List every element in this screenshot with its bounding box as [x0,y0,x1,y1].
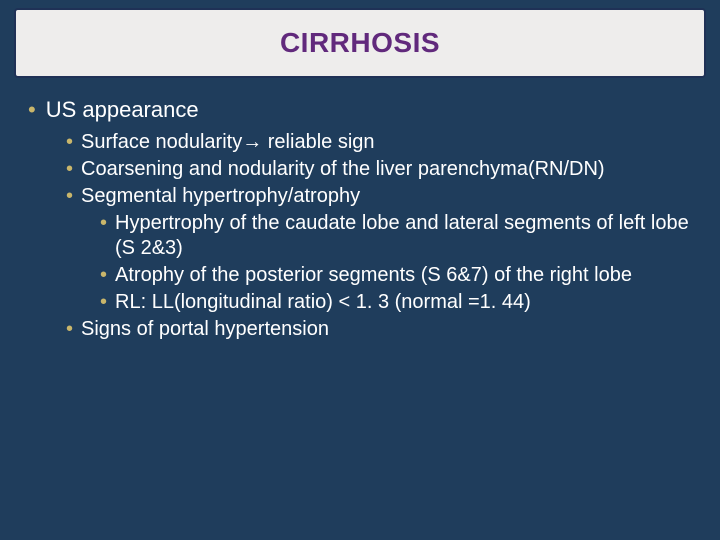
bullet-level3: • Hypertrophy of the caudate lobe and la… [100,211,692,261]
bullet-text: Coarsening and nodularity of the liver p… [81,157,605,182]
bullet-text: Surface nodularity→ reliable sign [81,130,375,155]
bullet-level2: • Surface nodularity→ reliable sign [66,130,692,155]
bullet-marker-icon: • [66,130,73,155]
bullet-level2: • Coarsening and nodularity of the liver… [66,157,692,182]
bullet-level2: • Signs of portal hypertension [66,317,692,342]
slide: CIRRHOSIS • US appearance • Surface nodu… [0,0,720,540]
bullet-level2: • Segmental hypertrophy/atrophy [66,184,692,209]
bullet-text: US appearance [46,96,199,124]
bullet-marker-icon: • [100,290,107,315]
bullet-text: Segmental hypertrophy/atrophy [81,184,360,209]
content-body: • US appearance • Surface nodularity→ re… [28,96,692,344]
bullet-marker-icon: • [100,211,107,261]
title-box: CIRRHOSIS [14,8,706,78]
bullet-text: Hypertrophy of the caudate lobe and late… [115,211,692,261]
bullet-marker-icon: • [28,96,36,124]
bullet-text: Atrophy of the posterior segments (S 6&7… [115,263,632,288]
bullet-level1: • US appearance [28,96,692,124]
bullet-marker-icon: • [66,157,73,182]
bullet-text: RL: LL(longitudinal ratio) < 1. 3 (norma… [115,290,531,315]
bullet-marker-icon: • [66,317,73,342]
bullet-text: Signs of portal hypertension [81,317,329,342]
slide-title: CIRRHOSIS [280,27,440,59]
bullet-level3: • Atrophy of the posterior segments (S 6… [100,263,692,288]
bullet-marker-icon: • [100,263,107,288]
bullet-level3: • RL: LL(longitudinal ratio) < 1. 3 (nor… [100,290,692,315]
bullet-marker-icon: • [66,184,73,209]
